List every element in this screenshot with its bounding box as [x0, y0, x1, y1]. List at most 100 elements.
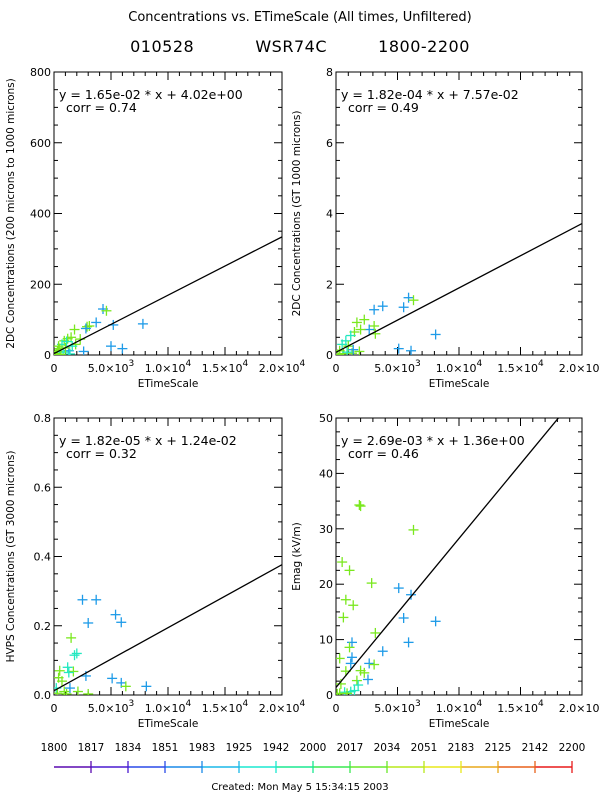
x-axis-label: ETimeScale — [138, 378, 199, 390]
y-tick-label: 0.0 — [34, 689, 52, 702]
x-axis-label: ETimeScale — [429, 718, 490, 730]
y-tick-label: 30 — [319, 523, 333, 536]
x-tick-label: 5.0×103 — [374, 359, 420, 375]
data-point — [366, 578, 377, 589]
x-tick-label: 1.5×104 — [202, 699, 249, 715]
correlation-value: corr = 0.46 — [348, 446, 419, 461]
x-tick-label: 1.0×104 — [145, 699, 192, 715]
regression-equation: y = 1.65e-02 * x + 4.02e+00 — [59, 87, 243, 102]
data-point — [430, 616, 441, 627]
data-point — [406, 345, 417, 355]
data-point — [64, 348, 75, 355]
data-point — [56, 676, 67, 687]
colorbar-label: 2034 — [374, 742, 401, 754]
y-tick-label: 2 — [326, 278, 333, 291]
data-point — [344, 642, 355, 653]
colorbar-label: 2017 — [337, 742, 364, 754]
regression-equation: y = 1.82e-05 * x + 1.24e-02 — [59, 433, 237, 448]
data-point — [354, 346, 365, 355]
regression-line — [336, 222, 582, 353]
colorbar-label: 1851 — [152, 742, 179, 754]
data-point — [339, 687, 350, 695]
data-point — [354, 499, 365, 510]
data-point — [348, 600, 359, 611]
data-point — [117, 343, 128, 354]
data-point — [83, 688, 94, 695]
subtitle-timerange: 1800-2200 — [378, 37, 470, 56]
data-point — [348, 344, 359, 355]
x-tick-label: 1.0×104 — [436, 699, 483, 715]
data-point — [78, 346, 89, 355]
data-point — [359, 667, 370, 678]
data-point — [80, 323, 91, 334]
x-tick-label: 2.0×104 — [559, 699, 600, 715]
y-tick-label: 4 — [326, 208, 333, 221]
data-point — [83, 617, 94, 628]
data-point — [54, 341, 64, 352]
regression-line — [54, 236, 282, 355]
data-point — [54, 348, 62, 355]
data-point — [107, 673, 118, 684]
correlation-value: corr = 0.49 — [348, 100, 419, 115]
regression-line — [336, 418, 560, 688]
data-point — [362, 674, 373, 685]
data-point — [63, 667, 74, 678]
data-point — [370, 627, 381, 638]
colorbar-label: 1817 — [78, 742, 105, 754]
x-tick-label: 5.0×103 — [374, 699, 420, 715]
x-tick-label: 0 — [51, 362, 58, 375]
data-point — [68, 666, 79, 677]
data-point — [141, 681, 152, 692]
scatter-plot-2: 0 5.0×103 1.0×104 1.5×104 2.0×104 0 2 4 6 8 ETimeS… — [291, 66, 600, 390]
y-tick-label: 0 — [326, 689, 333, 702]
y-tick-label: 200 — [30, 278, 51, 291]
y-axis-label: 2DC Concentrations (GT 1000 microns) — [291, 111, 303, 317]
data-point — [398, 302, 409, 313]
y-tick-label: 0.4 — [34, 551, 52, 564]
data-point — [59, 686, 70, 695]
data-point — [61, 688, 72, 695]
data-point — [369, 304, 380, 315]
subtitle-date: 010528 — [130, 37, 195, 56]
x-tick-label: 1.5×104 — [497, 359, 544, 375]
data-point — [64, 683, 75, 694]
colorbar-label: 2142 — [522, 742, 549, 754]
data-point — [54, 665, 65, 676]
y-tick-label: 0.6 — [34, 481, 52, 494]
data-point — [91, 317, 102, 328]
y-tick-label: 40 — [319, 467, 333, 480]
x-axis-label: ETimeScale — [429, 378, 490, 390]
data-point — [346, 652, 357, 663]
colorbar-label: 1800 — [41, 742, 68, 754]
data-point — [77, 594, 88, 605]
data-point — [408, 295, 419, 306]
data-point — [71, 648, 82, 659]
scatter-plot-1: 0 5.0×103 1.0×104 1.5×104 2.0×104 0 200 400 600 8… — [5, 66, 305, 390]
data-point — [345, 330, 356, 341]
data-point — [66, 632, 77, 643]
y-tick-label: 10 — [319, 634, 333, 647]
x-tick-label: 0 — [333, 702, 340, 715]
y-tick-label: 0.8 — [34, 412, 52, 425]
y-tick-label: 20 — [319, 578, 333, 591]
regression-equation: y = 1.82e-04 * x + 7.57e-02 — [341, 87, 519, 102]
data-point — [344, 565, 355, 576]
data-point — [106, 341, 116, 352]
colorbar-label: 1983 — [189, 742, 216, 754]
y-tick-label: 600 — [30, 137, 51, 150]
data-point — [393, 583, 404, 594]
data-point — [359, 314, 370, 325]
data-point — [342, 347, 353, 355]
data-point — [116, 617, 127, 628]
data-point — [336, 688, 343, 695]
data-point — [91, 594, 102, 605]
x-tick-label: 2.0×104 — [259, 359, 306, 375]
data-point — [351, 675, 362, 686]
correlation-value: corr = 0.74 — [66, 100, 137, 115]
data-point — [340, 594, 351, 605]
y-tick-label: 50 — [319, 412, 333, 425]
regression-line — [54, 564, 282, 692]
colorbar-label: 2125 — [485, 742, 512, 754]
data-point — [393, 343, 404, 354]
y-tick-label: 6 — [326, 137, 333, 150]
